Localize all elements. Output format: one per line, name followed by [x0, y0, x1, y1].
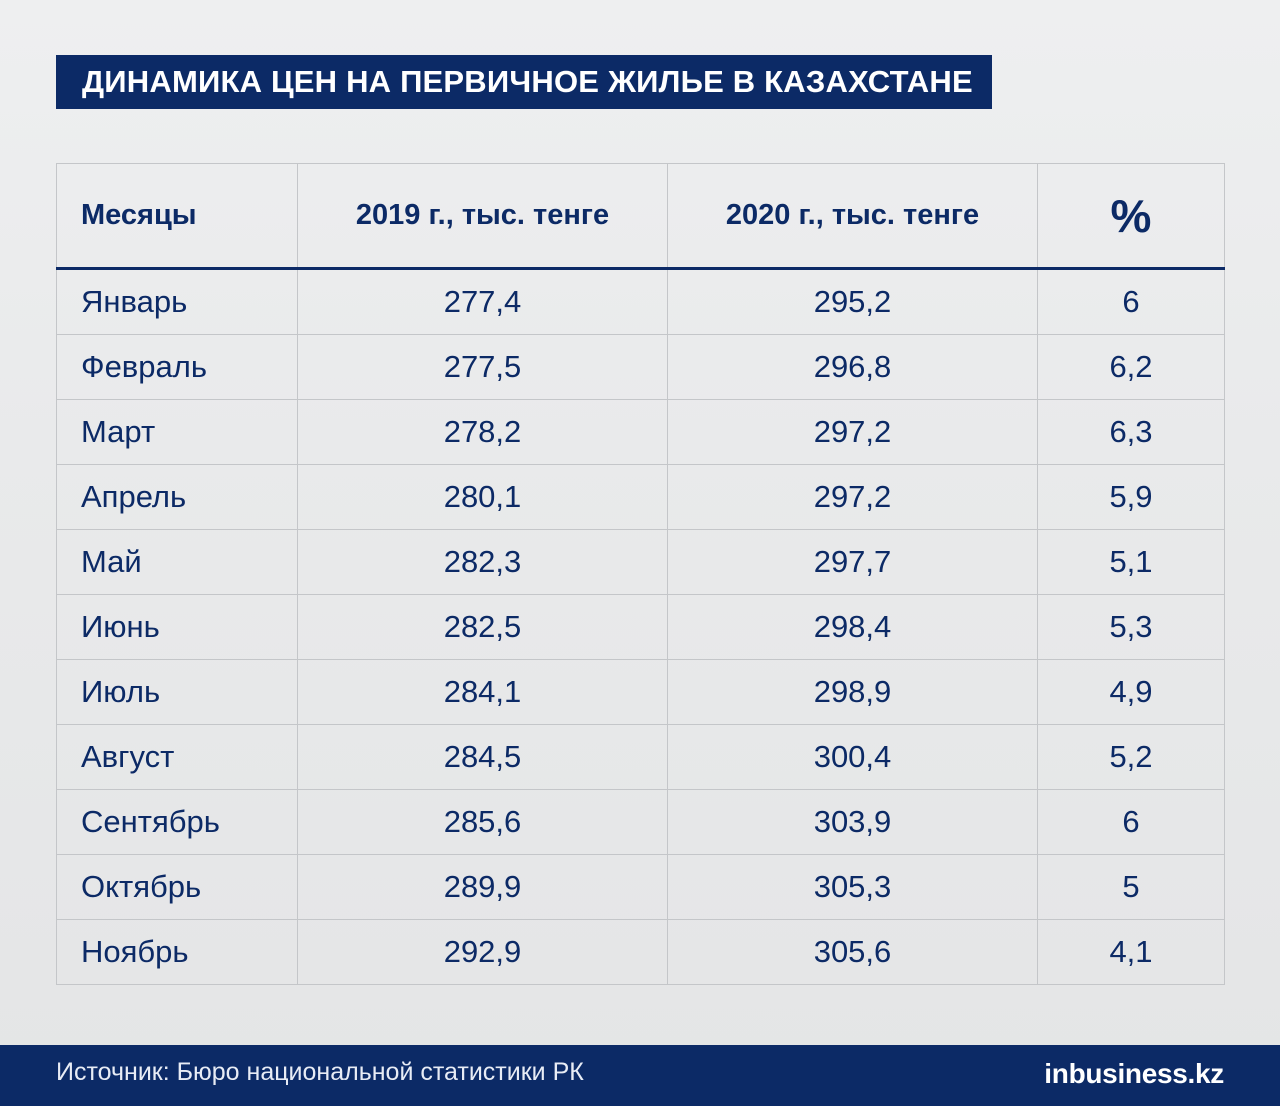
- cell-2019: 284,1: [297, 659, 668, 725]
- table-row: Январь 277,4 295,2 6: [56, 268, 1225, 335]
- cell-month: Июнь: [56, 594, 298, 660]
- cell-2019: 289,9: [297, 854, 668, 920]
- cell-2020: 298,4: [667, 594, 1038, 660]
- cell-percent: 5,1: [1037, 529, 1225, 595]
- cell-2019: 282,3: [297, 529, 668, 595]
- cell-2019: 278,2: [297, 399, 668, 465]
- cell-2020: 298,9: [667, 659, 1038, 725]
- cell-month: Август: [56, 724, 298, 790]
- table-row: Октябрь 289,9 305,3 5: [56, 854, 1225, 920]
- cell-percent: 6,3: [1037, 399, 1225, 465]
- header-2020: 2020 г., тыс. тенге: [667, 163, 1038, 270]
- table-body: Январь 277,4 295,2 6 Февраль 277,5 296,8 6,2 Мар…: [56, 268, 1225, 985]
- cell-2019: 284,5: [297, 724, 668, 790]
- table-row: Март 278,2 297,2 6,3: [56, 399, 1225, 465]
- cell-2020: 300,4: [667, 724, 1038, 790]
- cell-2020: 297,7: [667, 529, 1038, 595]
- cell-month: Сентябрь: [56, 789, 298, 855]
- cell-2019: 285,6: [297, 789, 668, 855]
- cell-2020: 305,6: [667, 919, 1038, 985]
- cell-month: Апрель: [56, 464, 298, 530]
- page-title: ДИНАМИКА ЦЕН НА ПЕРВИЧНОЕ ЖИЛЬЕ В КАЗАХС…: [56, 55, 992, 109]
- logo-in-part: in: [1044, 1058, 1069, 1089]
- cell-2019: 277,4: [297, 268, 668, 335]
- cell-month: Октябрь: [56, 854, 298, 920]
- cell-month: Февраль: [56, 334, 298, 400]
- logo-domain-part: business.kz: [1068, 1058, 1225, 1089]
- cell-percent: 5,2: [1037, 724, 1225, 790]
- cell-2019: 280,1: [297, 464, 668, 530]
- cell-percent: 6: [1037, 268, 1225, 335]
- cell-percent: 6,2: [1037, 334, 1225, 400]
- table-row: Июнь 282,5 298,4 5,3: [56, 594, 1225, 660]
- cell-2020: 297,2: [667, 464, 1038, 530]
- price-table: Месяцы 2019 г., тыс. тенге 2020 г., тыс.…: [56, 163, 1225, 985]
- table-row: Ноябрь 292,9 305,6 4,1: [56, 919, 1225, 985]
- source-note: Источник: Бюро национальной статистики Р…: [56, 1058, 584, 1086]
- cell-2020: 305,3: [667, 854, 1038, 920]
- cell-2019: 282,5: [297, 594, 668, 660]
- cell-2019: 292,9: [297, 919, 668, 985]
- table-header-row: Месяцы 2019 г., тыс. тенге 2020 г., тыс.…: [56, 163, 1225, 270]
- cell-percent: 5,3: [1037, 594, 1225, 660]
- cell-percent: 4,1: [1037, 919, 1225, 985]
- cell-2020: 303,9: [667, 789, 1038, 855]
- cell-2019: 277,5: [297, 334, 668, 400]
- cell-month: Ноябрь: [56, 919, 298, 985]
- cell-percent: 6: [1037, 789, 1225, 855]
- table-row: Апрель 280,1 297,2 5,9: [56, 464, 1225, 530]
- header-percent: %: [1037, 163, 1225, 270]
- footer-bar: Источник: Бюро национальной статистики Р…: [0, 1045, 1280, 1106]
- cell-month: Май: [56, 529, 298, 595]
- cell-percent: 5: [1037, 854, 1225, 920]
- header-months: Месяцы: [56, 163, 298, 270]
- cell-2020: 297,2: [667, 399, 1038, 465]
- brand-logo: inbusiness.kz: [1044, 1058, 1224, 1090]
- cell-month: Июль: [56, 659, 298, 725]
- cell-month: Март: [56, 399, 298, 465]
- cell-percent: 5,9: [1037, 464, 1225, 530]
- table-row: Июль 284,1 298,9 4,9: [56, 659, 1225, 725]
- table-row: Февраль 277,5 296,8 6,2: [56, 334, 1225, 400]
- table-row: Август 284,5 300,4 5,2: [56, 724, 1225, 790]
- cell-month: Январь: [56, 268, 298, 335]
- header-2019: 2019 г., тыс. тенге: [297, 163, 668, 270]
- cell-2020: 295,2: [667, 268, 1038, 335]
- table-row: Сентябрь 285,6 303,9 6: [56, 789, 1225, 855]
- table-row: Май 282,3 297,7 5,1: [56, 529, 1225, 595]
- cell-2020: 296,8: [667, 334, 1038, 400]
- cell-percent: 4,9: [1037, 659, 1225, 725]
